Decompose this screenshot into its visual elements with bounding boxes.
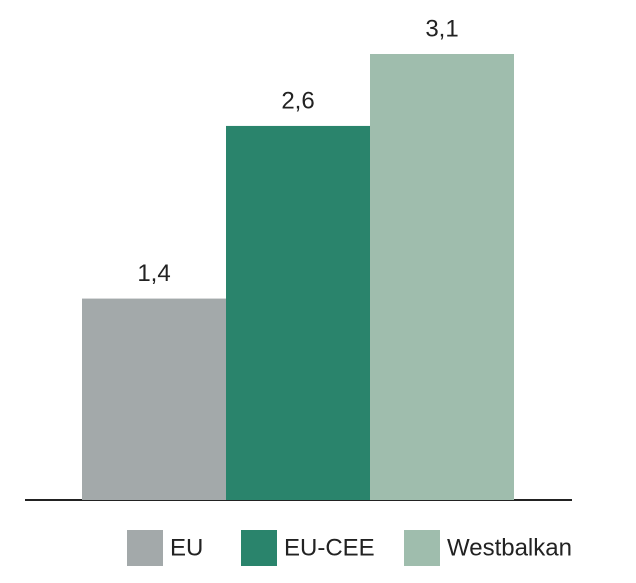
bar [370, 54, 514, 500]
bar [82, 298, 226, 500]
data-label: 2,6 [281, 87, 314, 114]
legend-swatch [127, 530, 163, 566]
legend-label: Westbalkan [447, 534, 572, 561]
legend-swatch [241, 530, 277, 566]
legend-swatch [404, 530, 440, 566]
legend-label: EU-CEE [284, 534, 375, 561]
bar [226, 125, 370, 500]
data-label: 3,1 [425, 15, 458, 42]
data-label: 1,4 [137, 260, 170, 287]
legend-label: EU [170, 534, 203, 561]
